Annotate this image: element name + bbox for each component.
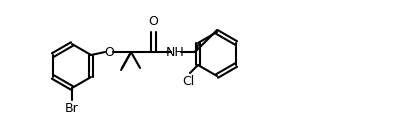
Text: Cl: Cl [182,75,194,88]
Text: O: O [148,15,158,28]
Text: O: O [104,46,114,59]
Text: Br: Br [65,102,79,115]
Text: NH: NH [166,46,184,59]
